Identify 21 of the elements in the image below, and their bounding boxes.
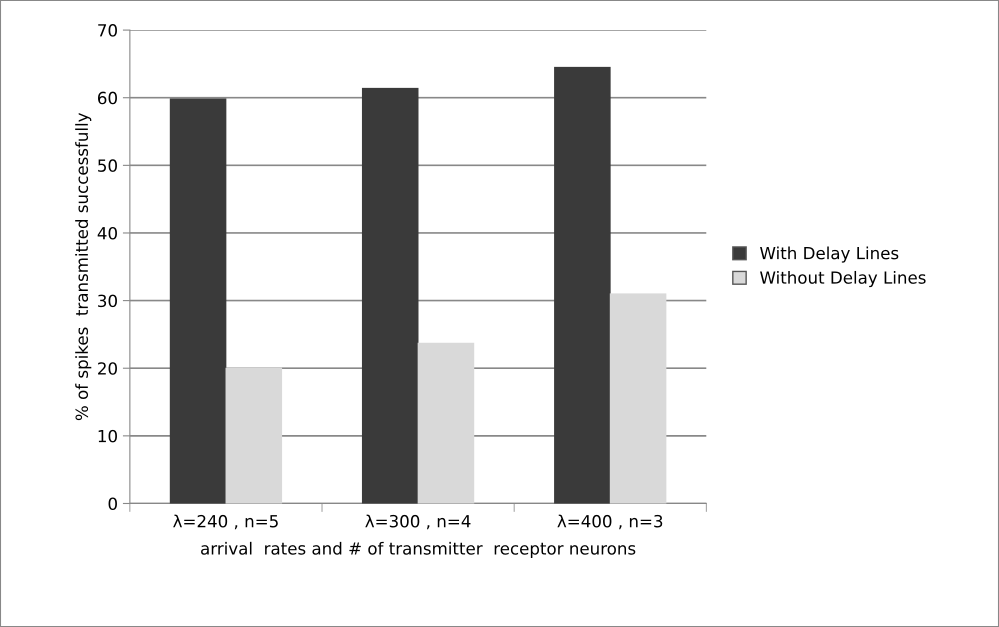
bar [418, 342, 474, 504]
bar [610, 293, 666, 504]
x-axis-title: arrival rates and # of transmitter receptor neurons [201, 542, 636, 558]
y-tick-label: 20 [98, 362, 117, 375]
legend-label: With Delay Lines [760, 246, 898, 263]
bar [170, 98, 226, 504]
y-tick-label: 40 [98, 226, 117, 240]
y-tick-label: 70 [98, 24, 117, 37]
y-axis-title: % of spikes transmitted successfully [75, 112, 92, 420]
x-tick-label: λ=400 , n=3 [557, 514, 662, 530]
bar [362, 88, 418, 504]
y-tick-label: 10 [98, 430, 117, 442]
y-tick-label: 30 [98, 294, 117, 308]
y-tick-label: 50 [98, 159, 117, 172]
x-tick-label: λ=300 , n=4 [365, 514, 470, 530]
bar [226, 368, 282, 504]
bar [554, 66, 611, 504]
y-tick-label: 0 [108, 497, 117, 510]
y-tick-label: 60 [98, 92, 117, 104]
legend-label: Without Delay Lines [760, 270, 926, 288]
x-tick-label: λ=240 , n=5 [173, 514, 278, 530]
